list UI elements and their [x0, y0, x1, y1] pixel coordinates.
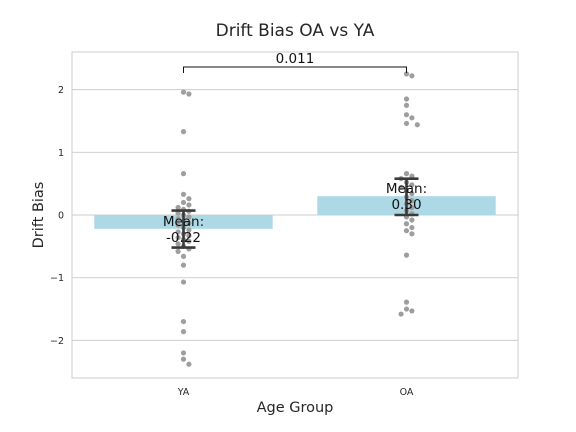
data-point [186, 202, 191, 207]
x-tick-label: YA [177, 387, 190, 398]
data-point [181, 263, 186, 268]
data-point [409, 217, 414, 222]
data-point [409, 73, 414, 78]
bars [94, 196, 495, 229]
data-point [176, 205, 181, 210]
data-point [409, 225, 414, 230]
mean-label: Mean: -0.22 [163, 214, 204, 246]
x-axis-label: Age Group [257, 400, 334, 416]
y-axis-label: Drift Bias [31, 182, 47, 249]
significance-line [184, 67, 407, 73]
y-tick-label: 0 [58, 211, 64, 222]
significance-label: 0.011 [276, 51, 315, 67]
data-point [404, 171, 409, 176]
y-tick-label: 2 [58, 85, 64, 96]
data-point [404, 221, 409, 226]
data-point [415, 122, 420, 127]
data-point [409, 231, 414, 236]
data-point [404, 96, 409, 101]
data-point [181, 192, 186, 197]
y-tick-label: 1 [58, 148, 64, 159]
data-point [181, 279, 186, 284]
data-point [404, 306, 409, 311]
data-point [404, 253, 409, 258]
data-point [186, 91, 191, 96]
data-point [409, 308, 414, 313]
data-point [181, 357, 186, 362]
chart-title: Drift Bias OA vs YA [216, 21, 375, 41]
data-point [181, 171, 186, 176]
data-point [404, 121, 409, 126]
y-tick-label: −1 [50, 273, 64, 284]
data-point [404, 103, 409, 108]
data-point [186, 196, 191, 201]
data-point [176, 249, 181, 254]
significance-bracket: 0.011 [184, 51, 407, 73]
data-point [404, 228, 409, 233]
data-point [409, 115, 414, 120]
data-point [404, 112, 409, 117]
data-point [181, 129, 186, 134]
x-tick-label: OA [400, 387, 414, 398]
data-point [186, 362, 191, 367]
data-point [181, 329, 186, 334]
y-tick-labels: −2 −1 0 1 2 [50, 85, 64, 347]
data-point [399, 311, 404, 316]
y-tick-label: −2 [50, 336, 64, 347]
data-point [181, 319, 186, 324]
data-point [181, 254, 186, 259]
data-point [181, 90, 186, 95]
x-tick-labels: YA OA [177, 387, 414, 398]
data-point [404, 300, 409, 305]
data-point [181, 200, 186, 205]
data-point [181, 350, 186, 355]
mean-label: Mean: 0.30 [386, 181, 427, 213]
